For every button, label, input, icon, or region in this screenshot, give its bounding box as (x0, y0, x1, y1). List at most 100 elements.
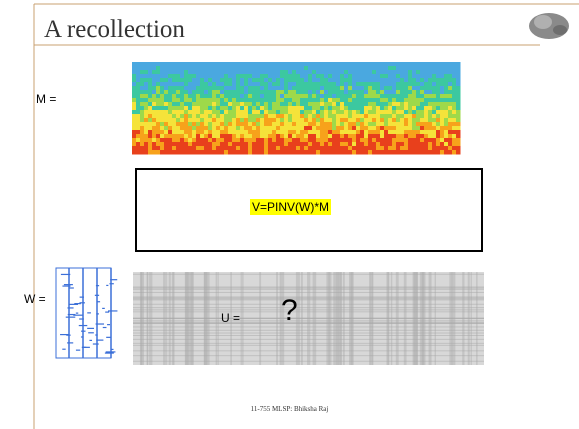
texture (404, 118, 409, 123)
texture (384, 122, 389, 127)
texture (152, 110, 157, 115)
texture (256, 130, 261, 135)
texture (372, 70, 377, 75)
texture (372, 142, 377, 147)
texture (352, 142, 357, 147)
texture (228, 94, 233, 99)
texture (256, 98, 261, 103)
texture (352, 74, 357, 79)
texture (420, 98, 425, 103)
texture (212, 106, 217, 111)
texture (448, 146, 453, 151)
texture (136, 82, 141, 87)
texture (384, 98, 389, 103)
texture (140, 150, 145, 155)
texture (284, 74, 289, 79)
texture (452, 86, 457, 91)
texture (184, 146, 189, 151)
texture (140, 74, 145, 79)
texture (336, 138, 341, 143)
texture (372, 66, 377, 71)
texture (300, 118, 305, 123)
texture (396, 86, 401, 91)
texture (236, 142, 241, 147)
texture (216, 62, 221, 67)
texture (192, 146, 197, 151)
texture (376, 150, 381, 155)
texture (340, 130, 345, 135)
texture (388, 62, 393, 67)
texture (340, 134, 345, 139)
texture (356, 86, 361, 91)
texture (82, 346, 87, 348)
texture (420, 102, 425, 107)
texture (424, 142, 429, 147)
texture (220, 78, 225, 83)
texture (164, 66, 169, 71)
texture (180, 122, 185, 127)
texture (184, 134, 189, 139)
texture (428, 150, 433, 155)
texture (360, 146, 365, 151)
texture (316, 78, 321, 83)
texture (252, 126, 257, 131)
texture (284, 110, 289, 115)
texture (276, 138, 281, 143)
texture (252, 138, 257, 143)
texture (408, 134, 413, 139)
texture (308, 122, 313, 127)
texture (308, 82, 313, 87)
texture (208, 78, 213, 83)
texture (340, 62, 345, 67)
texture (332, 150, 337, 155)
texture (440, 138, 445, 143)
texture (188, 134, 193, 139)
texture (292, 142, 297, 147)
texture (272, 102, 277, 107)
texture (416, 114, 421, 119)
texture (95, 334, 98, 336)
texture (416, 118, 421, 123)
texture (436, 90, 441, 95)
texture (436, 74, 441, 79)
texture (328, 130, 333, 135)
texture (300, 86, 305, 91)
texture (164, 98, 169, 103)
texture (448, 118, 453, 123)
texture (180, 126, 185, 131)
texture (380, 90, 385, 95)
texture (216, 70, 221, 75)
texture (144, 66, 149, 71)
texture (336, 110, 341, 115)
texture (304, 66, 309, 71)
texture (256, 138, 261, 143)
texture (280, 86, 285, 91)
texture (408, 102, 413, 107)
texture (172, 146, 177, 151)
texture (156, 146, 161, 151)
texture (316, 130, 321, 135)
texture (268, 74, 273, 79)
texture (348, 82, 353, 87)
texture (280, 126, 285, 131)
texture (328, 126, 333, 131)
texture (352, 94, 357, 99)
texture (196, 102, 201, 107)
texture (276, 134, 281, 139)
texture (276, 102, 281, 107)
texture (412, 70, 417, 75)
texture (168, 134, 173, 139)
texture (80, 336, 84, 338)
texture (304, 134, 309, 139)
texture (133, 287, 484, 289)
texture (148, 134, 153, 139)
texture (208, 110, 213, 115)
texture (140, 110, 145, 115)
texture (276, 114, 281, 119)
texture (360, 126, 365, 131)
texture (376, 146, 381, 151)
texture (280, 122, 285, 127)
texture (456, 110, 461, 115)
texture (436, 62, 441, 67)
texture (308, 62, 313, 67)
